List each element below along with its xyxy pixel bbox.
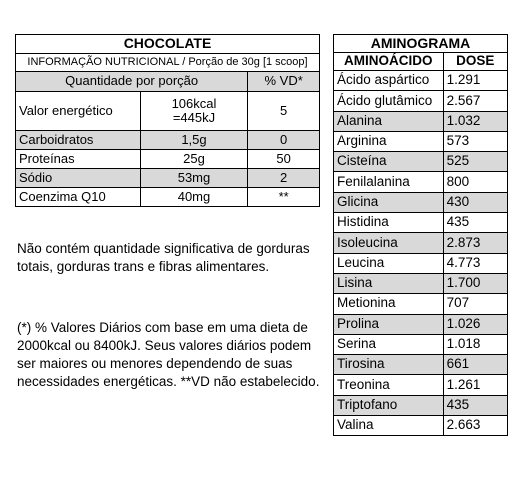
amino-row: Ácido glutâmico 2.567 <box>333 90 509 112</box>
amino-name: Tirosina <box>333 354 444 376</box>
energy-vd: 5 <box>247 91 320 131</box>
amino-row: Tirosina 661 <box>333 354 509 376</box>
amino-row: Leucina 4.773 <box>333 252 509 274</box>
amino-row: Triptofano 435 <box>333 394 509 417</box>
amino-name: Prolina <box>333 313 444 335</box>
amino-dose: 2.873 <box>442 232 509 254</box>
amino-row: Treonina 1.261 <box>333 374 509 396</box>
nutrient-qty: 25g <box>139 149 249 169</box>
nutrient-vd: 2 <box>247 168 320 188</box>
nutrient-row: Carboidratos 1,5g 0 <box>15 130 320 150</box>
amino-row: Cisteína 525 <box>333 151 509 173</box>
note-no-significant: Não contém quantidade significativa de g… <box>17 241 310 274</box>
amino-name: Ácido aspártico <box>333 69 444 92</box>
amino-name: Fenilalanina <box>333 171 444 193</box>
nutrient-vd: ** <box>247 187 320 207</box>
amino-row: Valina 2.663 <box>333 415 509 437</box>
note-daily-values: (*) % Valores Diários com base em uma di… <box>17 320 320 389</box>
amino-dose: 525 <box>442 151 509 173</box>
amino-dose: 4.773 <box>442 252 509 274</box>
amino-dose: 1.032 <box>442 110 509 132</box>
nutrient-label: Proteínas <box>15 149 141 169</box>
nutrient-label: Sódio <box>15 168 141 188</box>
energy-label: Valor energético <box>15 91 141 131</box>
amino-row: Metionina 707 <box>333 293 509 315</box>
energy-kj: =445kJ <box>172 110 216 125</box>
amino-name: Metionina <box>333 293 444 315</box>
amino-dose: 430 <box>442 191 509 214</box>
amino-name: Ácido glutâmico <box>333 90 444 112</box>
nutrient-row: Sódio 53mg 2 <box>15 168 320 188</box>
header-amino-acid: AMINOÁCIDO <box>333 52 444 71</box>
nutrient-qty: 53mg <box>139 168 249 188</box>
amino-name: Treonina <box>333 374 444 396</box>
energy-kcal: 106kcal <box>171 95 217 111</box>
nutrition-subtitle-row: INFORMAÇÃO NUTRICIONAL / Porção de 30g [… <box>15 53 320 72</box>
amino-row: Isoleucina 2.873 <box>333 232 509 254</box>
amino-dose: 1.291 <box>442 69 509 92</box>
nutrition-title: CHOCOLATE <box>15 34 320 54</box>
nutrition-table: CHOCOLATE INFORMAÇÃO NUTRICIONAL / Porçã… <box>14 34 320 207</box>
aminogram-header-row: AMINOÁCIDO DOSE <box>333 52 509 71</box>
amino-name: Valina <box>333 415 444 437</box>
amino-row: Histidina 435 <box>333 212 509 234</box>
energy-row: Valor energético 106kcal =445kJ 5 <box>15 91 320 131</box>
amino-name: Histidina <box>333 212 444 234</box>
amino-row: Arginina 573 <box>333 130 509 153</box>
amino-name: Lisina <box>333 272 444 295</box>
aminogram-table: AMINOGRAMA AMINOÁCIDO DOSE Ácido aspárti… <box>333 34 509 437</box>
amino-name: Cisteína <box>333 151 444 173</box>
amino-name: Serina <box>333 333 444 356</box>
header-vd: % VD* <box>247 71 320 92</box>
aminogram-title-row: AMINOGRAMA <box>333 34 508 53</box>
amino-row: Ácido aspártico 1.291 <box>333 69 509 92</box>
nutrition-title-row: CHOCOLATE <box>15 34 320 54</box>
aminogram-title: AMINOGRAMA <box>333 34 508 53</box>
amino-dose: 573 <box>442 130 509 153</box>
amino-dose: 2.567 <box>442 90 509 112</box>
header-quantity: Quantidade por porção <box>14 71 249 92</box>
nutrient-label: Coenzima Q10 <box>15 187 141 207</box>
nutrient-vd: 0 <box>247 130 320 150</box>
energy-value: 106kcal =445kJ <box>139 91 249 131</box>
amino-name: Alanina <box>333 110 444 132</box>
amino-name: Arginina <box>333 130 444 153</box>
amino-dose: 2.663 <box>442 415 509 437</box>
amino-dose: 707 <box>442 293 509 315</box>
nutrient-qty: 40mg <box>139 187 249 207</box>
amino-row: Prolina 1.026 <box>333 313 509 335</box>
nutrient-label: Carboidratos <box>15 130 141 150</box>
amino-dose: 1.700 <box>442 272 509 295</box>
nutrient-row: Coenzima Q10 40mg ** <box>15 187 320 207</box>
amino-row: Glicina 430 <box>333 191 509 214</box>
amino-dose: 661 <box>442 354 509 376</box>
header-dose: DOSE <box>442 52 509 71</box>
amino-row: Alanina 1.032 <box>333 110 509 132</box>
nutrient-row: Proteínas 25g 50 <box>15 149 320 169</box>
amino-row: Fenilalanina 800 <box>333 171 509 193</box>
amino-dose: 1.261 <box>442 374 509 396</box>
nutrition-header-row: Quantidade por porção % VD* <box>14 71 320 92</box>
amino-name: Triptofano <box>333 394 444 417</box>
amino-dose: 1.026 <box>442 313 509 335</box>
amino-dose: 1.018 <box>442 333 509 356</box>
nutrient-vd: 50 <box>247 149 320 169</box>
amino-dose: 800 <box>442 171 509 193</box>
amino-name: Isoleucina <box>333 232 444 254</box>
amino-dose: 435 <box>442 394 509 417</box>
amino-name: Glicina <box>333 191 444 214</box>
nutrient-qty: 1,5g <box>139 130 249 150</box>
amino-row: Serina 1.018 <box>333 333 509 356</box>
amino-dose: 435 <box>442 212 509 234</box>
nutrition-subtitle: INFORMAÇÃO NUTRICIONAL / Porção de 30g [… <box>15 53 320 72</box>
amino-row: Lisina 1.700 <box>333 272 509 295</box>
amino-name: Leucina <box>333 252 444 274</box>
